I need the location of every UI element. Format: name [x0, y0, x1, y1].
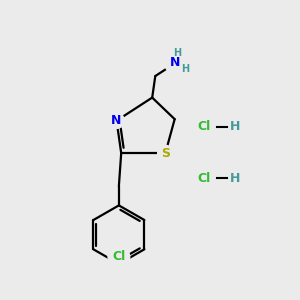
Circle shape: [165, 52, 186, 74]
Text: Cl: Cl: [197, 172, 211, 185]
Text: H: H: [230, 120, 240, 134]
Text: N: N: [111, 114, 122, 127]
Circle shape: [158, 145, 173, 161]
Circle shape: [108, 246, 130, 268]
Text: S: S: [161, 146, 170, 160]
Text: H: H: [230, 172, 240, 185]
Text: Cl: Cl: [112, 250, 125, 263]
Circle shape: [109, 113, 124, 128]
Text: H: H: [181, 64, 189, 74]
Text: H: H: [173, 48, 181, 58]
Text: Cl: Cl: [197, 120, 211, 134]
Text: N: N: [170, 56, 181, 69]
